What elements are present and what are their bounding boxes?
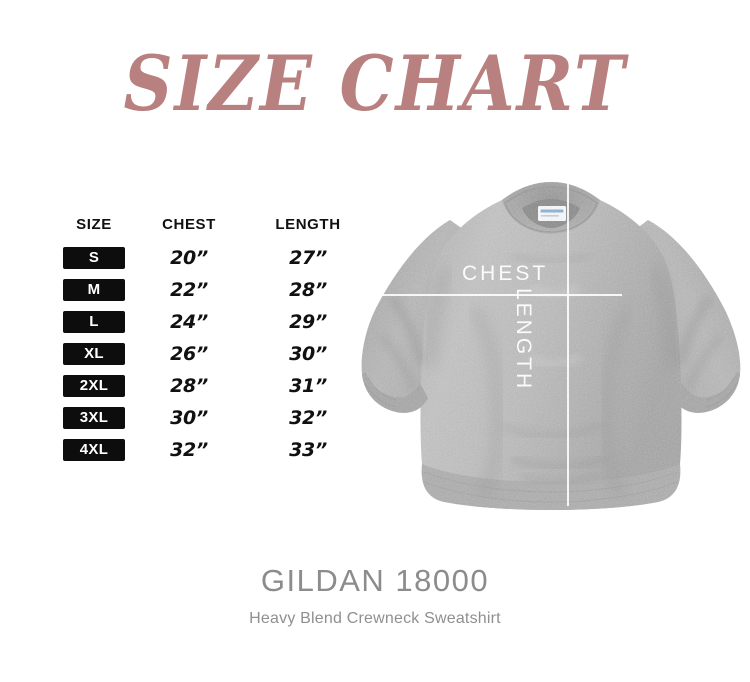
table-row: M 22” 28”: [58, 274, 368, 306]
length-value: 27”: [289, 247, 327, 269]
chest-value: 22”: [170, 279, 208, 301]
chest-measurement-line: [360, 294, 622, 296]
table-row: L 24” 29”: [58, 306, 368, 338]
chest-value: 26”: [170, 343, 208, 365]
size-badge-cell: XL: [58, 343, 130, 365]
length-value: 33”: [289, 439, 327, 461]
column-header-size: SIZE: [76, 216, 112, 233]
table-header-row: SIZE CHEST LENGTH: [58, 208, 368, 242]
table-row: 2XL 28” 31”: [58, 370, 368, 402]
size-badge: 4XL: [63, 439, 125, 461]
product-subtitle: Heavy Blend Crewneck Sweatshirt: [249, 609, 501, 627]
sweatshirt-illustration: [361, 182, 741, 510]
product-footer: GILDAN 18000 Heavy Blend Crewneck Sweats…: [0, 563, 750, 628]
product-photo: CHEST LENGTH: [352, 158, 750, 514]
chest-value: 24”: [170, 311, 208, 333]
chest-value: 20”: [170, 247, 208, 269]
size-badge: 3XL: [63, 407, 125, 429]
size-badge-cell: 2XL: [58, 375, 130, 397]
chest-value: 28”: [170, 375, 208, 397]
size-badge-cell: S: [58, 247, 130, 269]
brand-name: GILDAN 18000: [260, 563, 490, 598]
size-chart-table: SIZE CHEST LENGTH S 20” 27” M 22” 28” L …: [58, 208, 368, 466]
size-badge-cell: 3XL: [58, 407, 130, 429]
length-value: 28”: [289, 279, 327, 301]
chest-value: 30”: [170, 407, 208, 429]
column-header-length: LENGTH: [275, 216, 341, 233]
size-badge: M: [63, 279, 125, 301]
length-value: 31”: [289, 375, 327, 397]
length-value: 29”: [289, 311, 327, 333]
size-badge: 2XL: [63, 375, 125, 397]
size-badge: S: [63, 247, 125, 269]
table-row: 3XL 30” 32”: [58, 402, 368, 434]
table-row: S 20” 27”: [58, 242, 368, 274]
size-badge-cell: L: [58, 311, 130, 333]
page-title: SIZE CHART: [123, 39, 627, 129]
size-badge-cell: M: [58, 279, 130, 301]
column-header-chest: CHEST: [162, 216, 216, 233]
table-row: XL 26” 30”: [58, 338, 368, 370]
length-measurement-line: [567, 170, 569, 506]
size-badge: XL: [63, 343, 125, 365]
table-row: 4XL 32” 33”: [58, 434, 368, 466]
length-value: 30”: [289, 343, 327, 365]
size-badge-cell: 4XL: [58, 439, 130, 461]
size-badge: L: [63, 311, 125, 333]
length-overlay-label: LENGTH: [512, 288, 535, 392]
chest-overlay-label: CHEST: [462, 262, 549, 285]
chest-value: 32”: [170, 439, 208, 461]
length-value: 32”: [289, 407, 327, 429]
